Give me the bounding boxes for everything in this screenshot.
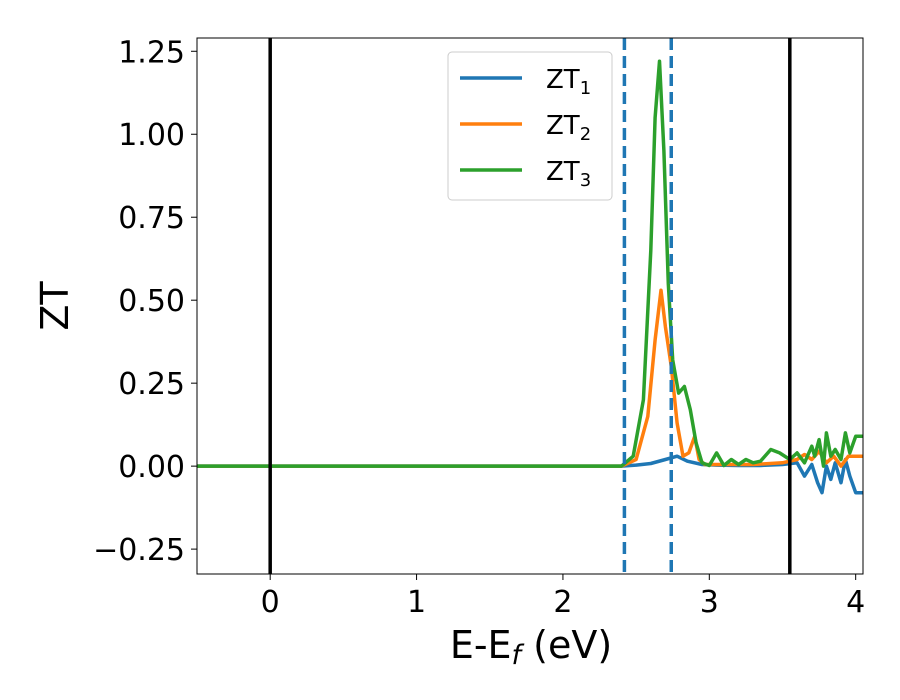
x-axis-label: E-Ef (eV) xyxy=(450,623,612,671)
legend-box xyxy=(447,51,613,201)
legend-label-zt3: ZT3 xyxy=(546,157,591,191)
x-tick-label: 3 xyxy=(700,585,719,620)
y-tick-label: 0.00 xyxy=(118,450,185,485)
x-tick-label: 4 xyxy=(846,585,865,620)
y-tick-label: −0.25 xyxy=(93,533,185,568)
y-tick-label: 1.25 xyxy=(118,35,185,70)
x-tick-label: 0 xyxy=(261,585,280,620)
legend: ZT1 ZT2 ZT3 xyxy=(447,51,613,201)
x-tick-label: 1 xyxy=(407,585,426,620)
legend-label-zt2: ZT2 xyxy=(546,111,591,145)
y-tick-label: 0.75 xyxy=(118,201,185,236)
y-tick-label: 0.25 xyxy=(118,367,185,402)
series-line-zt3 xyxy=(197,59,863,468)
x-axis-label-main: E-E xyxy=(450,623,512,667)
x-axis-label-unit: (eV) xyxy=(521,623,612,667)
series-layer xyxy=(197,59,863,495)
x-tick-label: 2 xyxy=(553,585,572,620)
x-axis-ticks: 0 1 2 3 4 xyxy=(261,574,865,620)
y-axis-label: ZT xyxy=(33,281,77,331)
legend-label-zt1: ZT1 xyxy=(546,65,591,99)
plot-frame xyxy=(196,37,864,575)
series-line-zt1 xyxy=(197,454,863,495)
reference-lines xyxy=(268,38,792,574)
series-line-zt2 xyxy=(197,288,863,468)
y-tick-label: 0.50 xyxy=(118,284,185,319)
y-axis-ticks: −0.25 0.00 0.25 0.50 0.75 1.00 1.25 xyxy=(93,35,197,568)
y-tick-label: 1.00 xyxy=(118,118,185,153)
